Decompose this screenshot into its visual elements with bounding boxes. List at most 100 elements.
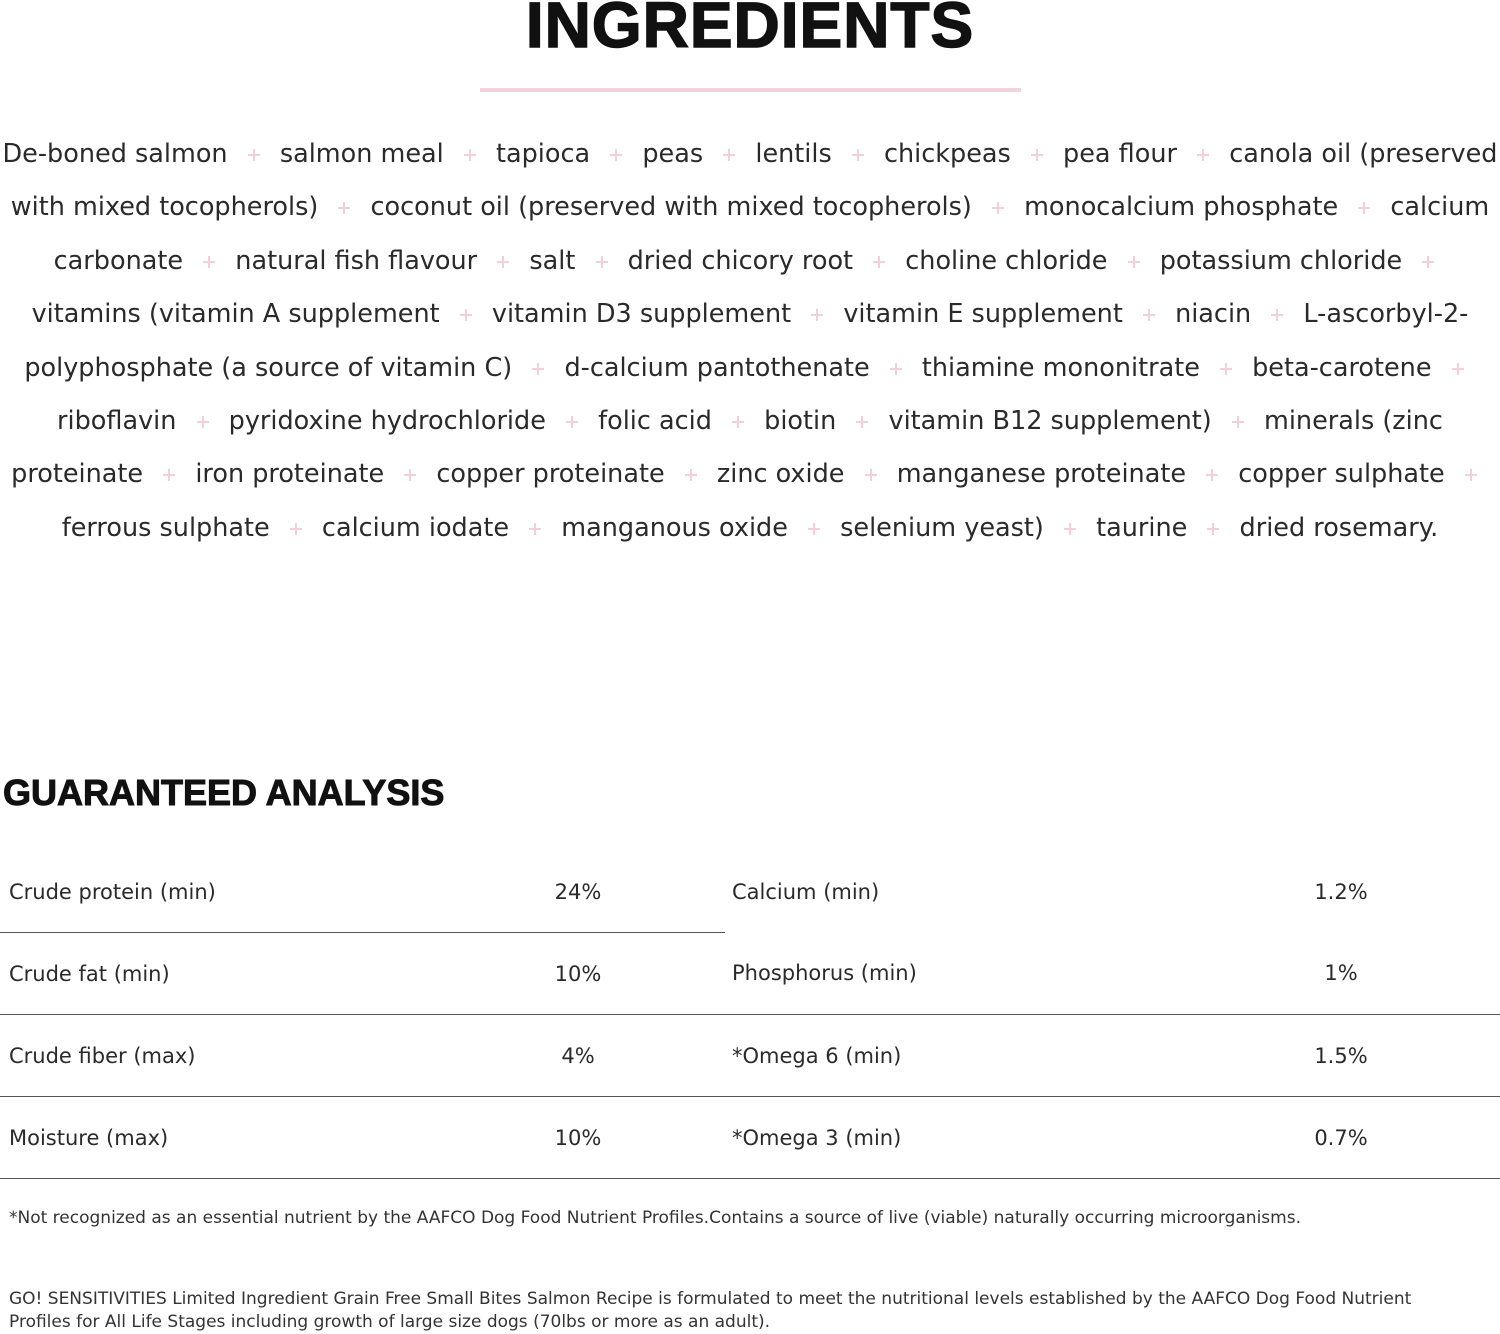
ingredient: ferrous sulphate [61, 512, 270, 543]
separator [1030, 149, 1043, 161]
ingredient: lentils [755, 139, 832, 169]
ingredient: calcium iodate [321, 512, 510, 543]
nutrient: Phosphorus (min) [725, 932, 1182, 1015]
ingredient: tapioca [495, 139, 591, 169]
nutrient: *Omega 3 (min) [725, 1096, 1182, 1179]
separator [873, 255, 886, 268]
separator [1451, 362, 1464, 375]
ingredient-list: De-boned salmon salmon meal tapioca peas… [0, 128, 1500, 555]
ingredient: vitamin E supplement [843, 299, 1123, 330]
ingredient: zinc oxide [716, 459, 845, 490]
ingredient: taurine [1096, 512, 1188, 543]
separator [808, 522, 821, 535]
ingredient: iron proteinate [195, 459, 385, 490]
separator [723, 149, 736, 161]
ingredient: potassium chloride [1159, 245, 1403, 276]
separator [566, 416, 579, 429]
ingredient: De-boned salmon [2, 139, 228, 169]
separator [1197, 149, 1210, 161]
separator [610, 149, 623, 161]
ingredient: pea flour [1063, 139, 1177, 169]
ingredient: salmon meal [279, 139, 444, 169]
separator [1464, 469, 1477, 482]
separator [991, 202, 1004, 215]
analysis-title: GUARANTEED ANALYSIS [2, 772, 445, 814]
amount: 10% [431, 932, 725, 1015]
nutrient: Crude fat (min) [0, 932, 431, 1015]
separator [856, 416, 869, 429]
ingredient: L-ascorbyl-2-polyphosphate (a source of … [24, 299, 1469, 383]
divider [480, 88, 1021, 92]
ingredient: canola oil (preserved with mixed tocophe… [10, 139, 1498, 223]
ingredient: vitamins (vitamin A supplement [31, 299, 440, 330]
amount: 0.7% [1182, 1096, 1500, 1179]
ingredient: salt [529, 245, 576, 276]
separator [203, 255, 216, 268]
separator [459, 309, 472, 322]
ingredient: riboflavin [57, 406, 177, 437]
ingredient: dried rosemary. [1239, 512, 1439, 543]
ingredient: beta-carotene [1252, 352, 1432, 383]
ingredient: manganous oxide [561, 512, 788, 543]
nutrient: Crude protein (min) [0, 851, 431, 933]
separator [497, 255, 510, 268]
separator [529, 522, 542, 535]
ingredient: d-calcium pantothenate [564, 352, 870, 383]
analysis-row: Crude fiber (max) 4% *Omega 6 (min) 1.5% [0, 1014, 1500, 1097]
ingredient: copper proteinate [436, 459, 665, 490]
separator [1063, 522, 1076, 535]
separator [338, 202, 351, 215]
statement: GO! SENSITIVITIES Limited Ingredient Gra… [9, 1289, 1412, 1332]
ingredient: dried chicory root [627, 245, 854, 276]
separator [864, 469, 877, 482]
ingredient: peas [642, 139, 704, 169]
separator [1422, 255, 1435, 268]
separator [1271, 309, 1284, 322]
separator [1127, 255, 1140, 268]
separator [811, 309, 824, 322]
ingredient: monocalcium phosphate [1024, 192, 1339, 223]
nutrient: Moisture (max) [0, 1096, 431, 1179]
separator [463, 149, 476, 161]
separator [732, 416, 745, 429]
separator [1358, 202, 1371, 215]
separator [247, 149, 260, 161]
separator [889, 362, 902, 375]
amount: 10% [431, 1096, 725, 1179]
ingredient: niacin [1175, 299, 1252, 330]
ingredient: natural fish flavour [235, 245, 478, 276]
separator [684, 469, 697, 482]
ingredient: chickpeas [883, 139, 1011, 169]
separator [1207, 522, 1220, 535]
analysis-row: Crude protein (min) 24% Calcium (min) 1.2% [0, 851, 1500, 933]
separator [851, 149, 864, 161]
amount: 1.2% [1314, 879, 1368, 904]
nutrient: Crude fiber (max) [0, 1014, 431, 1097]
separator [404, 469, 417, 482]
footnote: *Not recognized as an essential nutrient… [9, 1208, 1301, 1228]
ingredient: thiamine mononitrate [921, 352, 1200, 383]
separator [1206, 469, 1219, 482]
amount: 1% [1182, 932, 1500, 1015]
ingredient: manganese proteinate [896, 459, 1187, 490]
ingredient: calcium carbonate [53, 192, 1490, 276]
ingredient: pyridoxine hydrochloride [228, 406, 546, 437]
ingredient: choline chloride [905, 245, 1108, 276]
amount: 1.5% [1182, 1014, 1500, 1097]
ingredient: vitamin B12 supplement) [888, 406, 1212, 437]
ingredient: minerals (zinc proteinate [11, 406, 1443, 490]
separator [532, 362, 545, 375]
ingredient: selenium yeast) [840, 512, 1044, 543]
separator [289, 522, 302, 535]
separator [595, 255, 608, 268]
separator [1142, 309, 1155, 322]
title: INGREDIENTS [525, 0, 975, 62]
nutrient: Calcium (min) [732, 879, 880, 904]
analysis-table: Crude protein (min) 24% Calcium (min) 1.2% C… [0, 851, 1500, 1179]
ingredient: biotin [764, 406, 837, 437]
separator [196, 416, 209, 429]
amount: 24% [431, 851, 725, 933]
ingredient: coconut oil (preserved with mixed tocoph… [370, 192, 972, 223]
separator [1231, 416, 1244, 429]
